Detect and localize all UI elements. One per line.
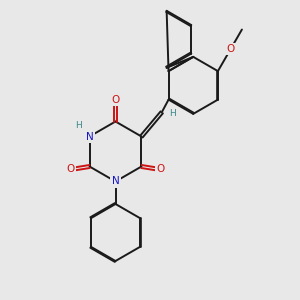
Text: H: H [169, 110, 175, 118]
Text: O: O [156, 164, 164, 175]
Text: O: O [67, 164, 75, 175]
Text: H: H [75, 121, 82, 130]
Text: N: N [85, 131, 93, 142]
Text: O: O [111, 95, 120, 105]
Text: O: O [226, 44, 235, 54]
Text: N: N [112, 176, 119, 187]
